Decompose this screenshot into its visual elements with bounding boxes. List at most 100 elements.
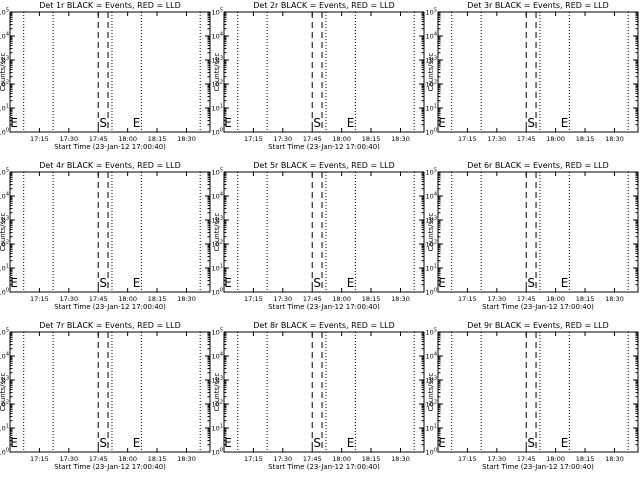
- plot-frame: [437, 11, 639, 133]
- y-tick-label: 104: [212, 32, 223, 41]
- y-tick-label: 101: [212, 104, 223, 113]
- y-tick-label: 104: [426, 352, 437, 361]
- plot-frame: [223, 11, 425, 133]
- y-tick-label: 101: [426, 104, 437, 113]
- x-tick-label: 17:45: [517, 455, 536, 463]
- y-tick-label: 102: [212, 80, 223, 89]
- y-tick-label: 104: [0, 32, 9, 41]
- y-tick-label: 103: [0, 216, 9, 225]
- start-marker: S: [99, 276, 107, 290]
- x-axis-label: Start Time (23-Jan-12 17:00:40): [54, 143, 166, 151]
- y-tick-label: 103: [0, 376, 9, 385]
- x-tick-label: 17:45: [303, 135, 322, 143]
- x-tick-label: 18:30: [391, 455, 410, 463]
- end-marker: E: [438, 436, 446, 450]
- end-marker: E: [224, 436, 232, 450]
- x-tick-label: 17:45: [303, 455, 322, 463]
- start-marker: S: [527, 116, 535, 130]
- x-tick-label: 17:45: [303, 295, 322, 303]
- x-tick-label: 18:00: [546, 455, 565, 463]
- x-tick-label: 18:15: [576, 135, 595, 143]
- y-tick-label: 101: [0, 264, 9, 273]
- y-axis-label: Counts/sec: [427, 373, 435, 412]
- x-tick-label: 17:30: [273, 135, 292, 143]
- x-tick-label: 17:30: [487, 295, 506, 303]
- x-tick-label: 17:15: [458, 455, 477, 463]
- x-axis-label: Start Time (23-Jan-12 17:00:40): [268, 143, 380, 151]
- panel-det-9: Det 9r BLACK = Events, RED = LLD 17:15 17:…: [426, 321, 639, 471]
- x-axis-label: Start Time (23-Jan-12 17:00:40): [54, 463, 166, 471]
- y-tick-label: 100: [0, 448, 9, 457]
- end-marker: E: [347, 436, 355, 450]
- y-tick-label: 104: [426, 192, 437, 201]
- panel-title: Det 7r BLACK = Events, RED = LLD: [39, 321, 181, 330]
- end-marker: E: [133, 436, 141, 450]
- x-tick-label: 18:00: [118, 135, 137, 143]
- end-marker: E: [561, 436, 569, 450]
- x-tick-label: 18:30: [177, 135, 196, 143]
- x-tick-label: 18:00: [118, 455, 137, 463]
- y-axis-label: Counts/sec: [0, 373, 7, 412]
- x-tick-label: 18:00: [332, 295, 351, 303]
- x-tick-label: 17:15: [458, 295, 477, 303]
- x-tick-label: 18:30: [391, 295, 410, 303]
- start-marker: S: [99, 436, 107, 450]
- x-axis-label: Start Time (23-Jan-12 17:00:40): [268, 463, 380, 471]
- panel-title: Det 6r BLACK = Events, RED = LLD: [467, 161, 609, 170]
- x-tick-label: 17:15: [244, 455, 263, 463]
- panel-det-6: Det 6r BLACK = Events, RED = LLD 17:15 17:…: [426, 161, 639, 311]
- y-tick-label: 100: [212, 128, 223, 137]
- start-marker: S: [313, 436, 321, 450]
- x-tick-label: 17:30: [273, 455, 292, 463]
- y-tick-label: 102: [212, 400, 223, 409]
- panel-det-8: Det 8r BLACK = Events, RED = LLD 17:15 17:…: [212, 321, 425, 471]
- x-tick-label: 17:30: [59, 295, 78, 303]
- end-marker: E: [224, 116, 232, 130]
- x-tick-label: 18:30: [605, 295, 624, 303]
- x-tick-label: 17:45: [517, 135, 536, 143]
- y-tick-label: 103: [426, 216, 437, 225]
- y-tick-label: 105: [212, 168, 223, 177]
- y-tick-label: 102: [426, 80, 437, 89]
- x-tick-label: 18:30: [605, 455, 624, 463]
- x-tick-label: 18:15: [148, 135, 167, 143]
- y-axis-label: Counts/sec: [213, 53, 221, 92]
- x-tick-label: 18:00: [118, 295, 137, 303]
- x-tick-label: 17:45: [517, 295, 536, 303]
- x-tick-label: 18:15: [362, 455, 381, 463]
- end-marker: E: [10, 116, 18, 130]
- panel-title: Det 2r BLACK = Events, RED = LLD: [253, 1, 395, 10]
- y-tick-label: 100: [0, 288, 9, 297]
- x-tick-label: 18:00: [332, 135, 351, 143]
- y-tick-label: 104: [426, 32, 437, 41]
- x-tick-label: 18:30: [177, 295, 196, 303]
- plot-frame: [9, 171, 211, 293]
- y-tick-label: 100: [212, 448, 223, 457]
- y-tick-label: 100: [212, 288, 223, 297]
- x-axis-label: Start Time (23-Jan-12 17:00:40): [482, 303, 594, 311]
- x-tick-label: 17:15: [458, 135, 477, 143]
- y-tick-label: 103: [212, 376, 223, 385]
- y-tick-label: 103: [212, 56, 223, 65]
- panel-det-1: Det 1r BLACK = Events, RED = LLD 17:15 17:…: [0, 1, 211, 151]
- y-axis-label: Counts/sec: [0, 53, 7, 92]
- plot-frame: [437, 331, 639, 453]
- plot-frame: [9, 11, 211, 133]
- panel-title: Det 9r BLACK = Events, RED = LLD: [467, 321, 609, 330]
- end-marker: E: [10, 276, 18, 290]
- y-tick-label: 102: [426, 240, 437, 249]
- x-tick-label: 17:45: [89, 135, 108, 143]
- x-tick-label: 17:30: [59, 135, 78, 143]
- x-tick-label: 18:15: [148, 455, 167, 463]
- x-tick-label: 17:15: [30, 295, 49, 303]
- x-tick-label: 18:00: [332, 455, 351, 463]
- end-marker: E: [438, 116, 446, 130]
- end-marker: E: [10, 436, 18, 450]
- start-marker: S: [313, 276, 321, 290]
- y-tick-label: 105: [426, 168, 437, 177]
- y-tick-label: 104: [212, 192, 223, 201]
- panel-det-2: Det 2r BLACK = Events, RED = LLD 17:15 17:…: [212, 1, 425, 151]
- x-tick-label: 17:30: [59, 455, 78, 463]
- y-tick-label: 101: [212, 264, 223, 273]
